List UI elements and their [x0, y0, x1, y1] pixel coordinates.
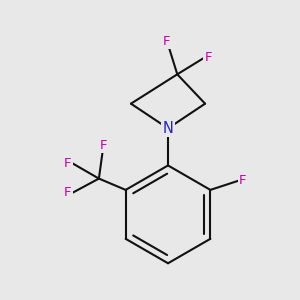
- Text: F: F: [99, 139, 107, 152]
- Text: F: F: [163, 35, 171, 48]
- Text: F: F: [64, 187, 72, 200]
- Text: F: F: [64, 157, 72, 169]
- Text: F: F: [239, 174, 247, 187]
- Text: F: F: [204, 51, 212, 64]
- Text: N: N: [163, 121, 173, 136]
